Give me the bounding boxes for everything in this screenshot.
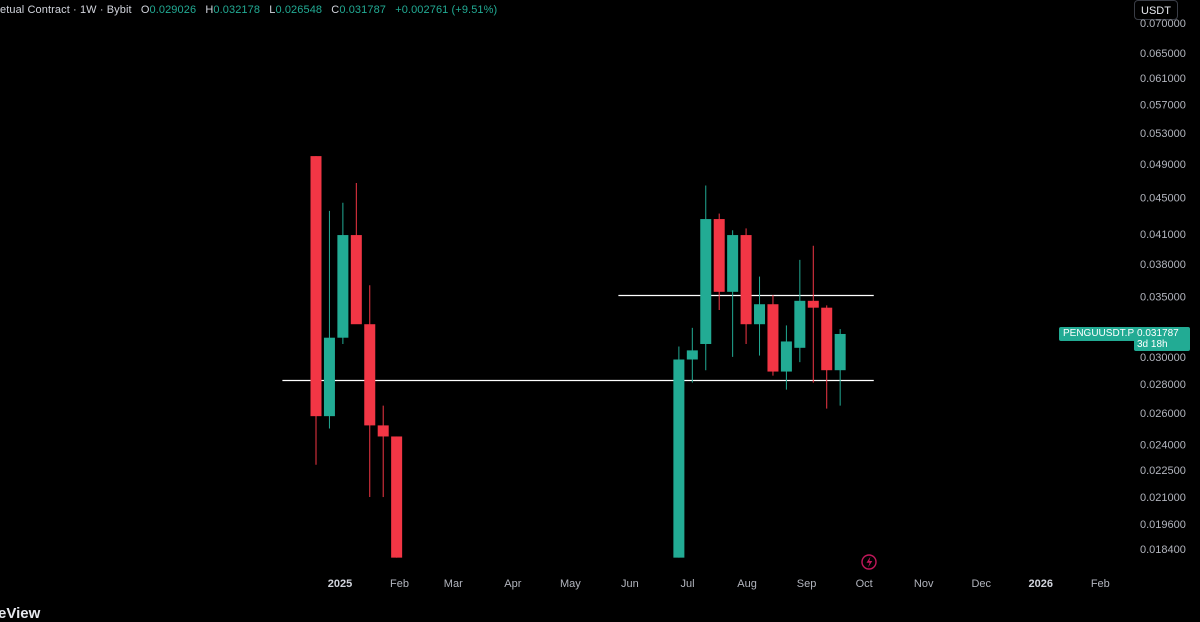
time-tick-label: Mar — [444, 578, 463, 590]
low-value: 0.026548 — [275, 4, 323, 16]
price-tick-label: 0.022500 — [1140, 465, 1186, 477]
change-value: +0.002761 (+9.51%) — [395, 4, 498, 16]
candle-body — [807, 300, 819, 308]
price-tick-label: 0.045000 — [1140, 193, 1186, 205]
time-tick-label: 2026 — [1029, 578, 1053, 590]
low-label: L — [269, 4, 276, 16]
close-label: C — [331, 4, 340, 16]
price-axis: 0.070000 0.065000 0.061000 0.057000 0.053000… — [1140, 18, 1186, 556]
candle[interactable] — [767, 295, 779, 376]
currency-button[interactable]: USDT — [1134, 0, 1178, 20]
candle-body — [686, 350, 698, 360]
candle[interactable] — [686, 327, 698, 383]
candle[interactable] — [323, 210, 335, 429]
price-tick-label: 0.053000 — [1140, 128, 1186, 140]
symbol-tag: PENGUUSDT.P — [1059, 327, 1139, 341]
time-tick-label: Sep — [797, 578, 817, 590]
price-tick-label: 0.019600 — [1140, 519, 1186, 531]
high-value: 0.032178 — [213, 4, 261, 16]
candle[interactable] — [364, 285, 376, 498]
time-tick-label: 2025 — [328, 578, 352, 590]
open-label: O — [140, 4, 150, 16]
price-tick-label: 0.057000 — [1140, 100, 1186, 112]
price-tick-label: 0.038000 — [1140, 259, 1186, 271]
candle-body — [834, 333, 846, 371]
price-tick-label: 0.041000 — [1140, 229, 1186, 241]
candle-body — [391, 436, 403, 558]
candle-body — [780, 341, 792, 372]
candle-body — [767, 304, 779, 372]
candle-body — [727, 235, 739, 292]
time-tick-label: Jul — [680, 578, 694, 590]
time-tick-label: Aug — [737, 578, 757, 590]
price-tick-label: 0.024000 — [1140, 440, 1186, 452]
candle-body — [310, 156, 322, 417]
candle-body — [673, 359, 685, 558]
price-tick-label: 0.061000 — [1140, 73, 1186, 85]
candle[interactable] — [821, 305, 833, 409]
price-tick-label: 0.035000 — [1140, 291, 1186, 303]
time-tick-label: May — [560, 578, 581, 590]
time-tick-label: Nov — [914, 578, 934, 590]
last-price-box: 0.031787 3d 18h — [1134, 327, 1190, 351]
candle-body — [323, 337, 335, 417]
chart-header: etual Contract · 1W · Bybit O0.029026 H0… — [0, 4, 497, 16]
time-tick-label: Feb — [1091, 578, 1110, 590]
time-tick-label: Oct — [856, 578, 873, 590]
candle-body — [713, 219, 725, 292]
close-value: 0.031787 — [339, 4, 387, 16]
candle-body — [350, 235, 362, 325]
price-tick-label: 0.065000 — [1140, 48, 1186, 60]
candle[interactable] — [780, 325, 792, 390]
candle-body — [377, 425, 389, 437]
symbol-title: etual Contract · 1W · Bybit — [0, 4, 132, 16]
candle-body — [821, 307, 833, 371]
candle-body — [740, 235, 752, 325]
countdown: 3d 18h — [1137, 339, 1168, 350]
candle[interactable] — [337, 202, 349, 344]
candle[interactable] — [754, 276, 766, 356]
candle-body — [794, 300, 806, 348]
candles — [310, 156, 846, 558]
time-axis: 2025 Feb Mar Apr May Jun Jul Aug Sep Oct Nov Dec 202… — [328, 578, 1110, 590]
candle-body — [364, 324, 376, 426]
time-tick-label: Apr — [504, 578, 521, 590]
price-tick-label: 0.018400 — [1140, 544, 1186, 556]
candle[interactable] — [727, 230, 739, 357]
footer-brand: eView — [0, 605, 41, 622]
candle[interactable] — [700, 185, 712, 371]
candle-body — [700, 219, 712, 344]
high-label: H — [205, 4, 214, 16]
price-tick-label: 0.049000 — [1140, 159, 1186, 171]
candle[interactable] — [350, 182, 362, 325]
candle[interactable] — [310, 156, 322, 465]
candle[interactable] — [391, 436, 403, 558]
price-tick-label: 0.026000 — [1140, 408, 1186, 420]
candle[interactable] — [713, 213, 725, 311]
price-tick-label: 0.030000 — [1140, 352, 1186, 364]
lightning-icon[interactable] — [861, 554, 877, 570]
candle[interactable] — [740, 228, 752, 344]
candle-body — [754, 304, 766, 325]
candle[interactable] — [794, 259, 806, 363]
price-tick-label: 0.028000 — [1140, 379, 1186, 391]
price-tick-label: 0.070000 — [1140, 18, 1186, 30]
time-tick-label: Dec — [971, 578, 991, 590]
candle[interactable] — [673, 346, 685, 558]
candle[interactable] — [377, 405, 389, 498]
price-tick-label: 0.021000 — [1140, 492, 1186, 504]
last-price: 0.031787 — [1137, 328, 1179, 339]
candle-body — [337, 235, 349, 338]
candle[interactable] — [807, 245, 819, 383]
open-value: 0.029026 — [149, 4, 197, 16]
time-tick-label: Feb — [390, 578, 409, 590]
candle[interactable] — [834, 329, 846, 406]
time-tick-label: Jun — [621, 578, 639, 590]
